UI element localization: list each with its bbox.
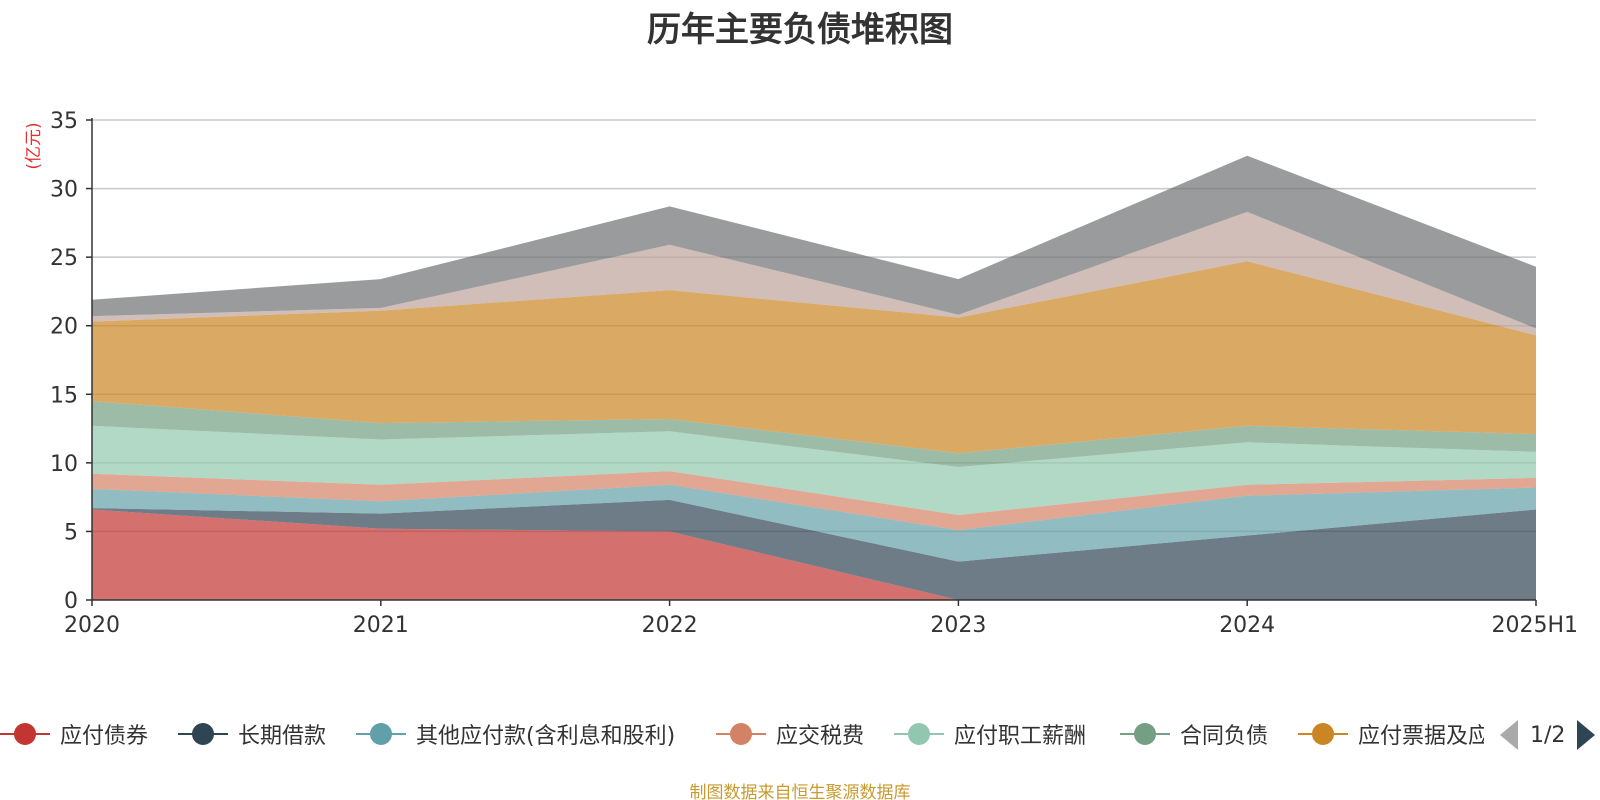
y-tick-label: 20 [50,315,78,340]
legend-item[interactable]: 应付票据及应付账款 [1298,714,1484,754]
y-axis-unit-label: (亿元) [24,122,44,169]
pager-prev-arrow-icon[interactable] [1500,720,1518,750]
legend-item[interactable]: 长期借款 [178,714,343,754]
legend-item[interactable]: 应交税费 [716,714,881,754]
legend-label: 合同负债 [1180,724,1269,749]
y-tick-label: 10 [50,452,78,477]
pager-next-arrow-icon[interactable] [1577,720,1596,750]
legend-label: 其他应付款(含利息和股利) [416,724,676,749]
legend-label: 应付职工薪酬 [954,724,1087,749]
legend-label: 应付债券 [60,724,149,749]
x-tick-label: 2025H1 [1491,613,1578,638]
y-tick-label: 15 [50,383,78,408]
y-tick-label: 35 [50,109,78,134]
x-tick-label: 2023 [930,613,986,638]
chart-title: 历年主要负债堆积图 [647,10,953,50]
area-series-1[interactable] [92,509,1536,601]
area-series-5[interactable] [92,425,1536,515]
area-series-3[interactable] [92,484,1536,562]
area-series-4[interactable] [92,471,1536,531]
area-series-6[interactable] [92,401,1536,467]
x-tick-label: 2024 [1219,613,1275,638]
area-series-group [92,155,1536,601]
legend-item[interactable]: 应付职工薪酬 [894,714,1104,754]
legend-marker-icon [178,720,228,748]
legend-marker-icon [716,720,766,748]
area-series-9[interactable] [92,155,1536,329]
area-series-8[interactable] [92,211,1536,336]
legend-label: 应交税费 [776,724,865,749]
legend-marker-icon [0,720,50,748]
legend-label: 应付票据及应付账款 [1358,724,1484,749]
y-tick-label: 25 [50,246,78,271]
legend-marker-icon [894,720,944,748]
area-series-2[interactable] [92,499,1536,600]
area-series-7[interactable] [92,261,1536,454]
legend: 应付债券 长期借款 其他应付款(含利息和股利) 应交税费 应付职工薪酬 合同负债 应付票据及… [0,714,1600,758]
legend-pager: 1/2 [1500,718,1596,752]
legend-item[interactable]: 合同负债 [1120,714,1285,754]
legend-item[interactable]: 应付债券 [0,714,165,754]
x-tick-label: 2020 [64,613,120,638]
legend-marker-icon [356,720,406,748]
legend-marker-icon [1298,720,1348,748]
x-tick-label: 2022 [642,613,698,638]
y-tick-label: 0 [64,589,78,614]
axes: 0 5 10 15 20 25 30 35 2020 2021 2022 2023 2024 2025H1… [24,109,1578,638]
x-tick-label: 2021 [353,613,409,638]
pager-label: 1/2 [1530,722,1566,748]
legend-item[interactable]: 其他应付款(含利息和股利) [356,714,701,754]
legend-marker-icon [1120,720,1170,748]
data-source-note: 制图数据来自恒生聚源数据库 [689,783,911,800]
legend-label: 长期借款 [238,724,327,749]
y-tick-label: 5 [64,520,78,545]
y-tick-label: 30 [50,178,78,203]
